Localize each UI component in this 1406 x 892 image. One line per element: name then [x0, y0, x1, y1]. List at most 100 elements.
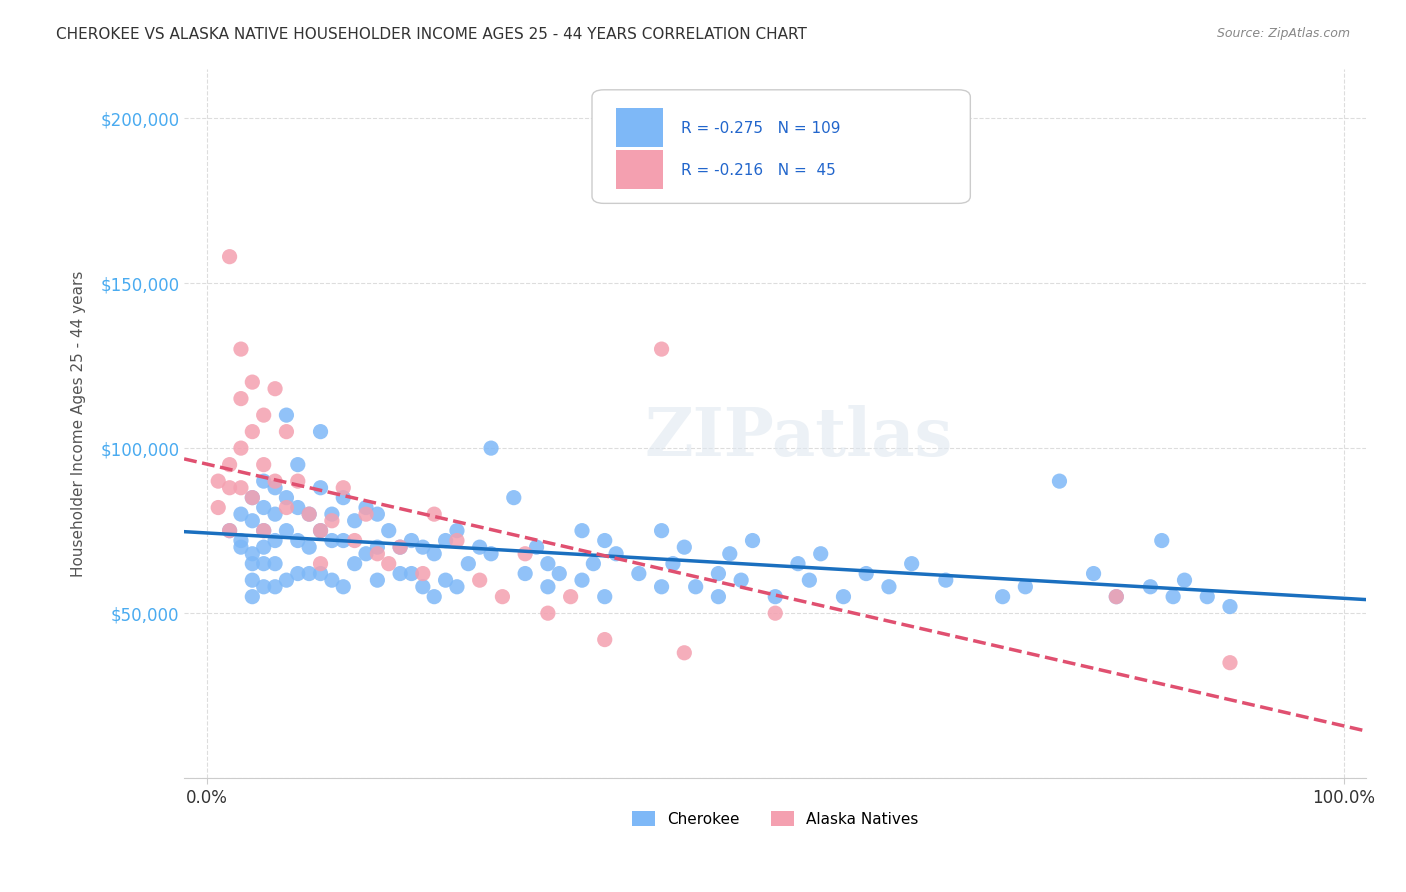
Point: [593, 590, 616, 604]
Point: [276, 425, 298, 439]
Point: [264, 382, 287, 396]
Point: [276, 524, 298, 538]
Point: [763, 590, 786, 604]
FancyBboxPatch shape: [616, 150, 664, 189]
Point: [343, 533, 366, 548]
Point: [627, 566, 650, 581]
Point: [366, 507, 388, 521]
Point: [763, 606, 786, 620]
Point: [412, 580, 434, 594]
Point: [446, 580, 468, 594]
Point: [479, 547, 502, 561]
Point: [730, 573, 752, 587]
FancyBboxPatch shape: [616, 108, 664, 146]
Point: [218, 250, 240, 264]
Point: [240, 573, 263, 587]
Point: [651, 580, 673, 594]
Point: [900, 557, 922, 571]
Point: [651, 524, 673, 538]
Point: [229, 533, 252, 548]
Point: [799, 573, 821, 587]
Point: [855, 566, 877, 581]
Point: [298, 566, 321, 581]
Point: [321, 533, 343, 548]
Point: [276, 491, 298, 505]
FancyBboxPatch shape: [592, 90, 970, 203]
Point: [229, 392, 252, 406]
Point: [264, 533, 287, 548]
Point: [264, 507, 287, 521]
Text: R = -0.275   N = 109: R = -0.275 N = 109: [681, 121, 841, 136]
Point: [571, 524, 593, 538]
Point: [264, 481, 287, 495]
Point: [276, 408, 298, 422]
Point: [229, 507, 252, 521]
Point: [434, 533, 457, 548]
Point: [287, 474, 309, 488]
Point: [218, 524, 240, 538]
Point: [491, 590, 513, 604]
Point: [423, 590, 446, 604]
Point: [332, 481, 354, 495]
Point: [662, 557, 685, 571]
Point: [1049, 474, 1071, 488]
Point: [389, 540, 412, 554]
Point: [253, 557, 276, 571]
Point: [298, 507, 321, 521]
Point: [810, 547, 832, 561]
Point: [264, 474, 287, 488]
Point: [1014, 580, 1036, 594]
Point: [935, 573, 957, 587]
Point: [240, 491, 263, 505]
Point: [741, 533, 763, 548]
Y-axis label: Householder Income Ages 25 - 44 years: Householder Income Ages 25 - 44 years: [72, 270, 86, 576]
Text: R = -0.216   N =  45: R = -0.216 N = 45: [681, 162, 835, 178]
Point: [229, 441, 252, 455]
Point: [218, 481, 240, 495]
Point: [1105, 590, 1128, 604]
Point: [548, 566, 571, 581]
Point: [240, 590, 263, 604]
Point: [287, 458, 309, 472]
Point: [377, 557, 399, 571]
Point: [787, 557, 810, 571]
Point: [718, 547, 741, 561]
Point: [309, 566, 332, 581]
Point: [229, 540, 252, 554]
Point: [401, 566, 423, 581]
Point: [389, 540, 412, 554]
Point: [253, 524, 276, 538]
Point: [377, 524, 399, 538]
Point: [877, 580, 900, 594]
Point: [229, 342, 252, 356]
Point: [673, 646, 696, 660]
Point: [1150, 533, 1173, 548]
Point: [321, 573, 343, 587]
Point: [253, 540, 276, 554]
Point: [276, 573, 298, 587]
Point: [401, 533, 423, 548]
Point: [309, 524, 332, 538]
Point: [571, 573, 593, 587]
Point: [207, 500, 229, 515]
Point: [502, 491, 524, 505]
Point: [332, 533, 354, 548]
Point: [218, 458, 240, 472]
Point: [457, 557, 479, 571]
Point: [240, 557, 263, 571]
Point: [707, 566, 730, 581]
Point: [526, 540, 548, 554]
Point: [1219, 656, 1241, 670]
Point: [240, 425, 263, 439]
Point: [332, 491, 354, 505]
Point: [434, 573, 457, 587]
Point: [240, 547, 263, 561]
Point: [287, 566, 309, 581]
Point: [354, 507, 377, 521]
Point: [515, 566, 537, 581]
Point: [343, 514, 366, 528]
Point: [240, 375, 263, 389]
Point: [253, 458, 276, 472]
Point: [309, 481, 332, 495]
Point: [412, 540, 434, 554]
